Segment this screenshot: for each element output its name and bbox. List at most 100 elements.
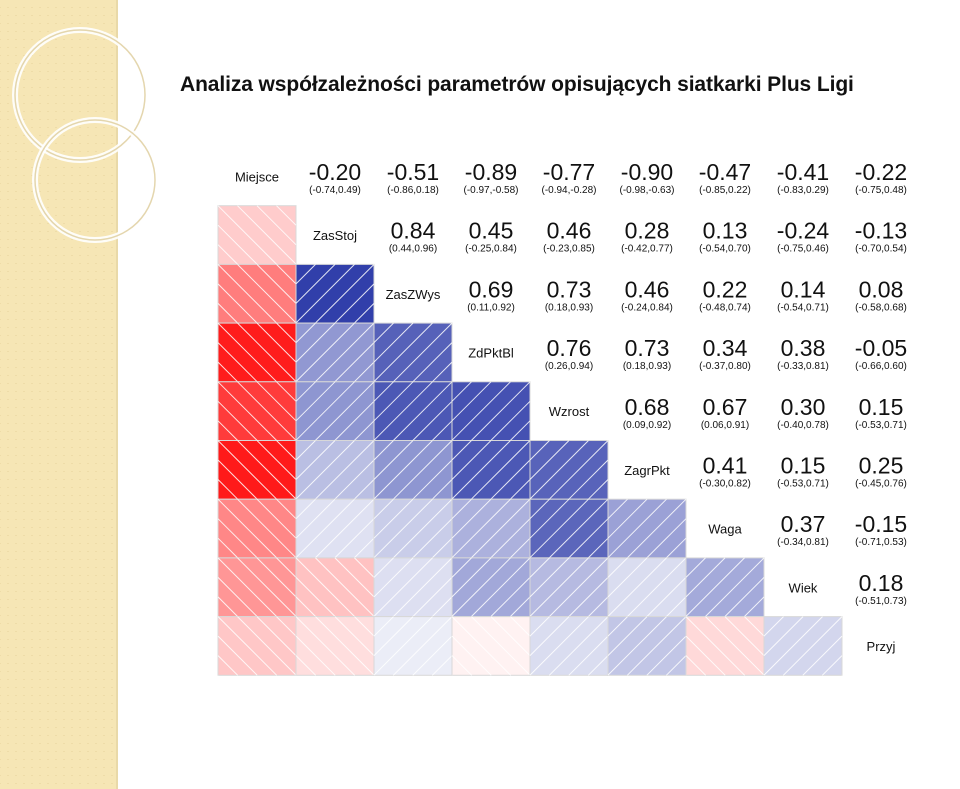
shade-cell [607,616,687,676]
diagonal-label-wzrost: Wzrost [549,404,590,419]
confidence-interval: (-0.83,0.29) [777,185,829,196]
shade-cell [373,498,453,559]
shade-hatch [295,440,375,500]
shade-cell [295,557,375,618]
correlation-value: 0.68 [625,394,670,420]
shade-cell [373,440,453,500]
confidence-interval: (-0.23,0.85) [543,244,595,255]
correlation-value: 0.22 [703,276,748,302]
diagonal-label-wiek: Wiek [789,580,818,595]
shade-cell [217,557,297,618]
confidence-interval: (-0.94,-0.28) [541,185,596,196]
shade-cell [763,616,843,676]
shade-hatch [607,557,687,617]
shade-hatch [373,381,453,441]
shade-cell [607,557,687,618]
side-strip-edge [116,0,118,789]
confidence-interval: (-0.53,0.71) [855,420,907,431]
correlation-value: 0.41 [703,453,748,479]
shade-hatch [217,440,297,500]
confidence-interval: (0.09,0.92) [623,420,671,431]
correlation-value: -0.22 [855,159,907,185]
correlation-value: -0.20 [309,159,361,185]
correlation-value: -0.77 [543,159,595,185]
shade-hatch [685,616,765,676]
correlation-value: 0.13 [703,218,748,244]
shade-cell [217,322,297,383]
correlation-value: -0.05 [855,335,907,361]
confidence-interval: (0.26,0.94) [545,361,593,372]
shade-cell [217,616,297,676]
correlation-value: 0.37 [781,511,826,537]
correlation-value: -0.51 [387,159,439,185]
confidence-interval: (-0.42,0.77) [621,244,673,255]
shade-cell [529,616,609,676]
shade-hatch [373,440,453,500]
confidence-interval: (-0.48,0.74) [699,302,751,313]
shade-hatch [295,557,375,617]
shade-hatch [451,440,531,500]
shade-cell [295,498,375,559]
shade-hatch [529,616,609,676]
shade-hatch [373,557,453,617]
confidence-interval: (-0.66,0.60) [855,361,907,372]
confidence-interval: (-0.54,0.71) [777,302,829,313]
shade-cell [451,616,531,676]
shade-cell [451,381,531,441]
confidence-interval: (-0.45,0.76) [855,479,907,490]
confidence-interval: (-0.75,0.46) [777,244,829,255]
diagonal-label-zagrpkt: ZagrPkt [624,463,670,478]
shade-cell [529,498,609,559]
shade-hatch [217,264,297,324]
correlation-value: 0.25 [859,453,904,479]
shade-hatch [373,616,453,676]
shade-hatch [373,322,453,383]
shade-hatch [529,440,609,500]
shade-cell [529,440,609,500]
diagonal-label-przyj: Przyj [867,639,896,654]
shade-cell [295,616,375,676]
correlation-value: -0.47 [699,159,751,185]
diagonal-label-zasstoj: ZasStoj [313,228,357,243]
shade-cell [685,557,765,618]
correlation-value: 0.45 [469,218,514,244]
shade-hatch [529,557,609,617]
shade-cell [373,557,453,618]
shade-cell [217,205,297,265]
shade-cell [529,557,609,618]
shade-hatch [217,322,297,383]
correlation-value: 0.28 [625,218,670,244]
shade-hatch [295,381,375,441]
confidence-interval: (-0.85,0.22) [699,185,751,196]
confidence-interval: (0.18,0.93) [545,302,593,313]
correlation-value: -0.24 [777,218,830,244]
correlation-value: -0.41 [777,159,829,185]
confidence-interval: (-0.33,0.81) [777,361,829,372]
correlation-value: -0.89 [465,159,517,185]
diagonal-label-waga: Waga [708,522,742,537]
correlation-value: -0.90 [621,159,673,185]
confidence-interval: (0.44,0.96) [389,244,437,255]
confidence-interval: (-0.24,0.84) [621,302,673,313]
shade-hatch [451,616,531,676]
correlation-value: 0.38 [781,335,826,361]
shade-cell [217,381,297,441]
confidence-interval: (-0.74,0.49) [309,185,361,196]
shade-hatch [607,498,687,559]
correlation-value: 0.73 [625,335,670,361]
confidence-interval: (-0.53,0.71) [777,479,829,490]
correlation-value: 0.18 [859,570,904,596]
shade-cell [373,381,453,441]
correlation-value: 0.34 [703,335,748,361]
shade-hatch [295,498,375,559]
shade-hatch [451,498,531,559]
correlation-value: 0.67 [703,394,748,420]
shade-cell [451,440,531,500]
shade-hatch [217,557,297,617]
page-title: Analiza współzależności parametrów opisu… [180,73,854,96]
diagonal-label-miejsce: Miejsce [235,169,279,184]
shade-cell [217,440,297,500]
shade-cell [373,322,453,383]
shade-cell [217,498,297,559]
shade-cell [451,557,531,618]
